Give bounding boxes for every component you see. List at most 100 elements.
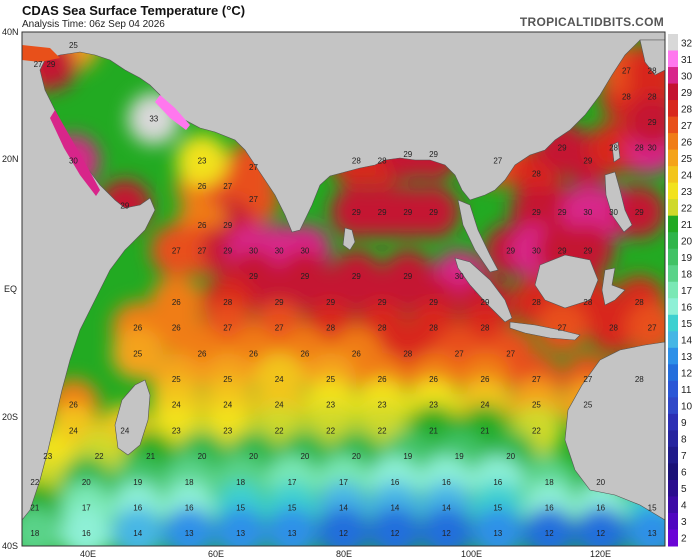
sst-value-label: 27 bbox=[583, 375, 592, 384]
sst-value-label: 23 bbox=[429, 401, 438, 410]
sst-value-label: 15 bbox=[236, 503, 245, 512]
sst-value-label: 29 bbox=[583, 157, 592, 166]
sst-value-label: 30 bbox=[69, 157, 78, 166]
sst-value-label: 18 bbox=[30, 529, 39, 538]
sst-value-label: 24 bbox=[223, 401, 232, 410]
sst-cell bbox=[626, 301, 665, 354]
sst-value-label: 29 bbox=[583, 246, 592, 255]
colorbar-label: 13 bbox=[681, 352, 693, 363]
sst-cell bbox=[471, 507, 524, 546]
sst-value-label: 29 bbox=[403, 150, 412, 159]
land-sri-lanka bbox=[342, 227, 356, 251]
colorbar-swatch bbox=[668, 281, 678, 299]
sst-value-label: 15 bbox=[493, 503, 502, 512]
sst-value-label: 33 bbox=[149, 115, 158, 124]
sst-value-label: 30 bbox=[300, 246, 309, 255]
colorbar-label: 4 bbox=[681, 501, 687, 512]
sst-value-label: 29 bbox=[326, 298, 335, 307]
land-java bbox=[509, 321, 581, 341]
sst-value-label: 28 bbox=[583, 298, 592, 307]
sst-value-label: 19 bbox=[455, 452, 464, 461]
colorbar-swatch bbox=[668, 67, 678, 85]
sst-value-label: 26 bbox=[249, 349, 258, 358]
sst-value-label: 26 bbox=[300, 349, 309, 358]
sst-value-label: 27 bbox=[506, 349, 515, 358]
sst-value-label: 28 bbox=[622, 92, 631, 101]
sst-value-label: 27 bbox=[249, 163, 258, 172]
sst-value-label: 22 bbox=[326, 426, 335, 435]
sst-value-label: 13 bbox=[185, 529, 194, 538]
sst-value-label: 18 bbox=[236, 478, 245, 487]
colorbar-swatch bbox=[668, 430, 678, 448]
sst-value-label: 16 bbox=[133, 503, 142, 512]
brand-logo[interactable]: TROPICALTIDBITS.COM bbox=[519, 15, 664, 29]
colorbar-label: 11 bbox=[681, 385, 692, 396]
lon-axis: 40E 60E 80E 100E 120E bbox=[80, 549, 611, 559]
lon-tick-120e: 120E bbox=[590, 549, 611, 559]
lat-tick-40n: 40N bbox=[2, 27, 19, 37]
colorbar-label: 14 bbox=[681, 336, 693, 347]
sst-value-label: 27 bbox=[558, 324, 567, 333]
sst-value-label: 26 bbox=[352, 349, 361, 358]
sst-value-label: 12 bbox=[390, 529, 399, 538]
sst-value-label: 25 bbox=[223, 375, 232, 384]
sst-value-label: 14 bbox=[133, 529, 142, 538]
land-malay-peninsula bbox=[457, 199, 499, 273]
sst-value-label: 24 bbox=[69, 426, 78, 435]
sst-value-label: 21 bbox=[146, 452, 155, 461]
sst-value-label: 23 bbox=[198, 157, 207, 166]
sst-cell bbox=[317, 507, 370, 546]
sst-value-label: 29 bbox=[46, 60, 55, 69]
sst-value-label: 29 bbox=[429, 208, 438, 217]
sst-value-label: 22 bbox=[30, 478, 39, 487]
sst-value-label: 27 bbox=[223, 182, 232, 191]
sst-value-label: 13 bbox=[648, 529, 657, 538]
sst-value-label: 19 bbox=[133, 478, 142, 487]
sst-value-label: 30 bbox=[275, 246, 284, 255]
inland-seas bbox=[22, 45, 190, 196]
colorbar-label: 24 bbox=[681, 170, 693, 181]
colorbar-swatch bbox=[668, 380, 678, 398]
sst-value-label: 20 bbox=[300, 452, 309, 461]
sst-value-label: 27 bbox=[455, 349, 464, 358]
sst-value-label: 29 bbox=[429, 298, 438, 307]
colorbar-label: 30 bbox=[681, 71, 693, 82]
sst-value-label: 29 bbox=[635, 208, 644, 217]
sst-cell bbox=[536, 301, 589, 354]
sst-value-label: 28 bbox=[635, 298, 644, 307]
colorbar-swatch bbox=[668, 149, 678, 167]
sst-value-label: 24 bbox=[120, 426, 129, 435]
land-australia bbox=[564, 341, 665, 521]
sst-value-label: 15 bbox=[288, 503, 297, 512]
sst-value-label: 22 bbox=[532, 426, 541, 435]
sst-value-label: 29 bbox=[403, 272, 412, 281]
sst-value-label: 17 bbox=[339, 478, 348, 487]
colorbar-label: 6 bbox=[681, 468, 687, 479]
colorbar-swatch bbox=[668, 199, 678, 217]
sst-cell bbox=[626, 507, 665, 546]
colorbar-label: 22 bbox=[681, 203, 693, 214]
colorbar-swatch bbox=[668, 265, 678, 283]
colorbar-swatch bbox=[668, 34, 678, 52]
sst-value-label: 24 bbox=[172, 401, 181, 410]
sst-cell bbox=[407, 185, 460, 238]
sst-value-label: 25 bbox=[133, 349, 142, 358]
sst-value-label: 28 bbox=[609, 324, 618, 333]
land-philippines bbox=[604, 171, 633, 233]
colorbar-swatch bbox=[668, 496, 678, 514]
sst-value-label: 29 bbox=[506, 246, 515, 255]
sst-value-label: 28 bbox=[648, 92, 657, 101]
colorbar-label: 26 bbox=[681, 137, 693, 148]
sst-cell bbox=[111, 327, 164, 380]
colorbar-swatch bbox=[668, 298, 678, 316]
sst-value-label: 28 bbox=[609, 144, 618, 153]
sst-value-label: 14 bbox=[390, 503, 399, 512]
colorbar-label: 10 bbox=[681, 402, 693, 413]
page-title: CDAS Sea Surface Temperature (°C) bbox=[22, 3, 246, 18]
sst-value-label: 20 bbox=[596, 478, 605, 487]
sst-value-label: 30 bbox=[249, 246, 258, 255]
lon-tick-80e: 80E bbox=[336, 549, 352, 559]
colorbar-label: 29 bbox=[681, 88, 693, 99]
sst-value-label: 13 bbox=[288, 529, 297, 538]
